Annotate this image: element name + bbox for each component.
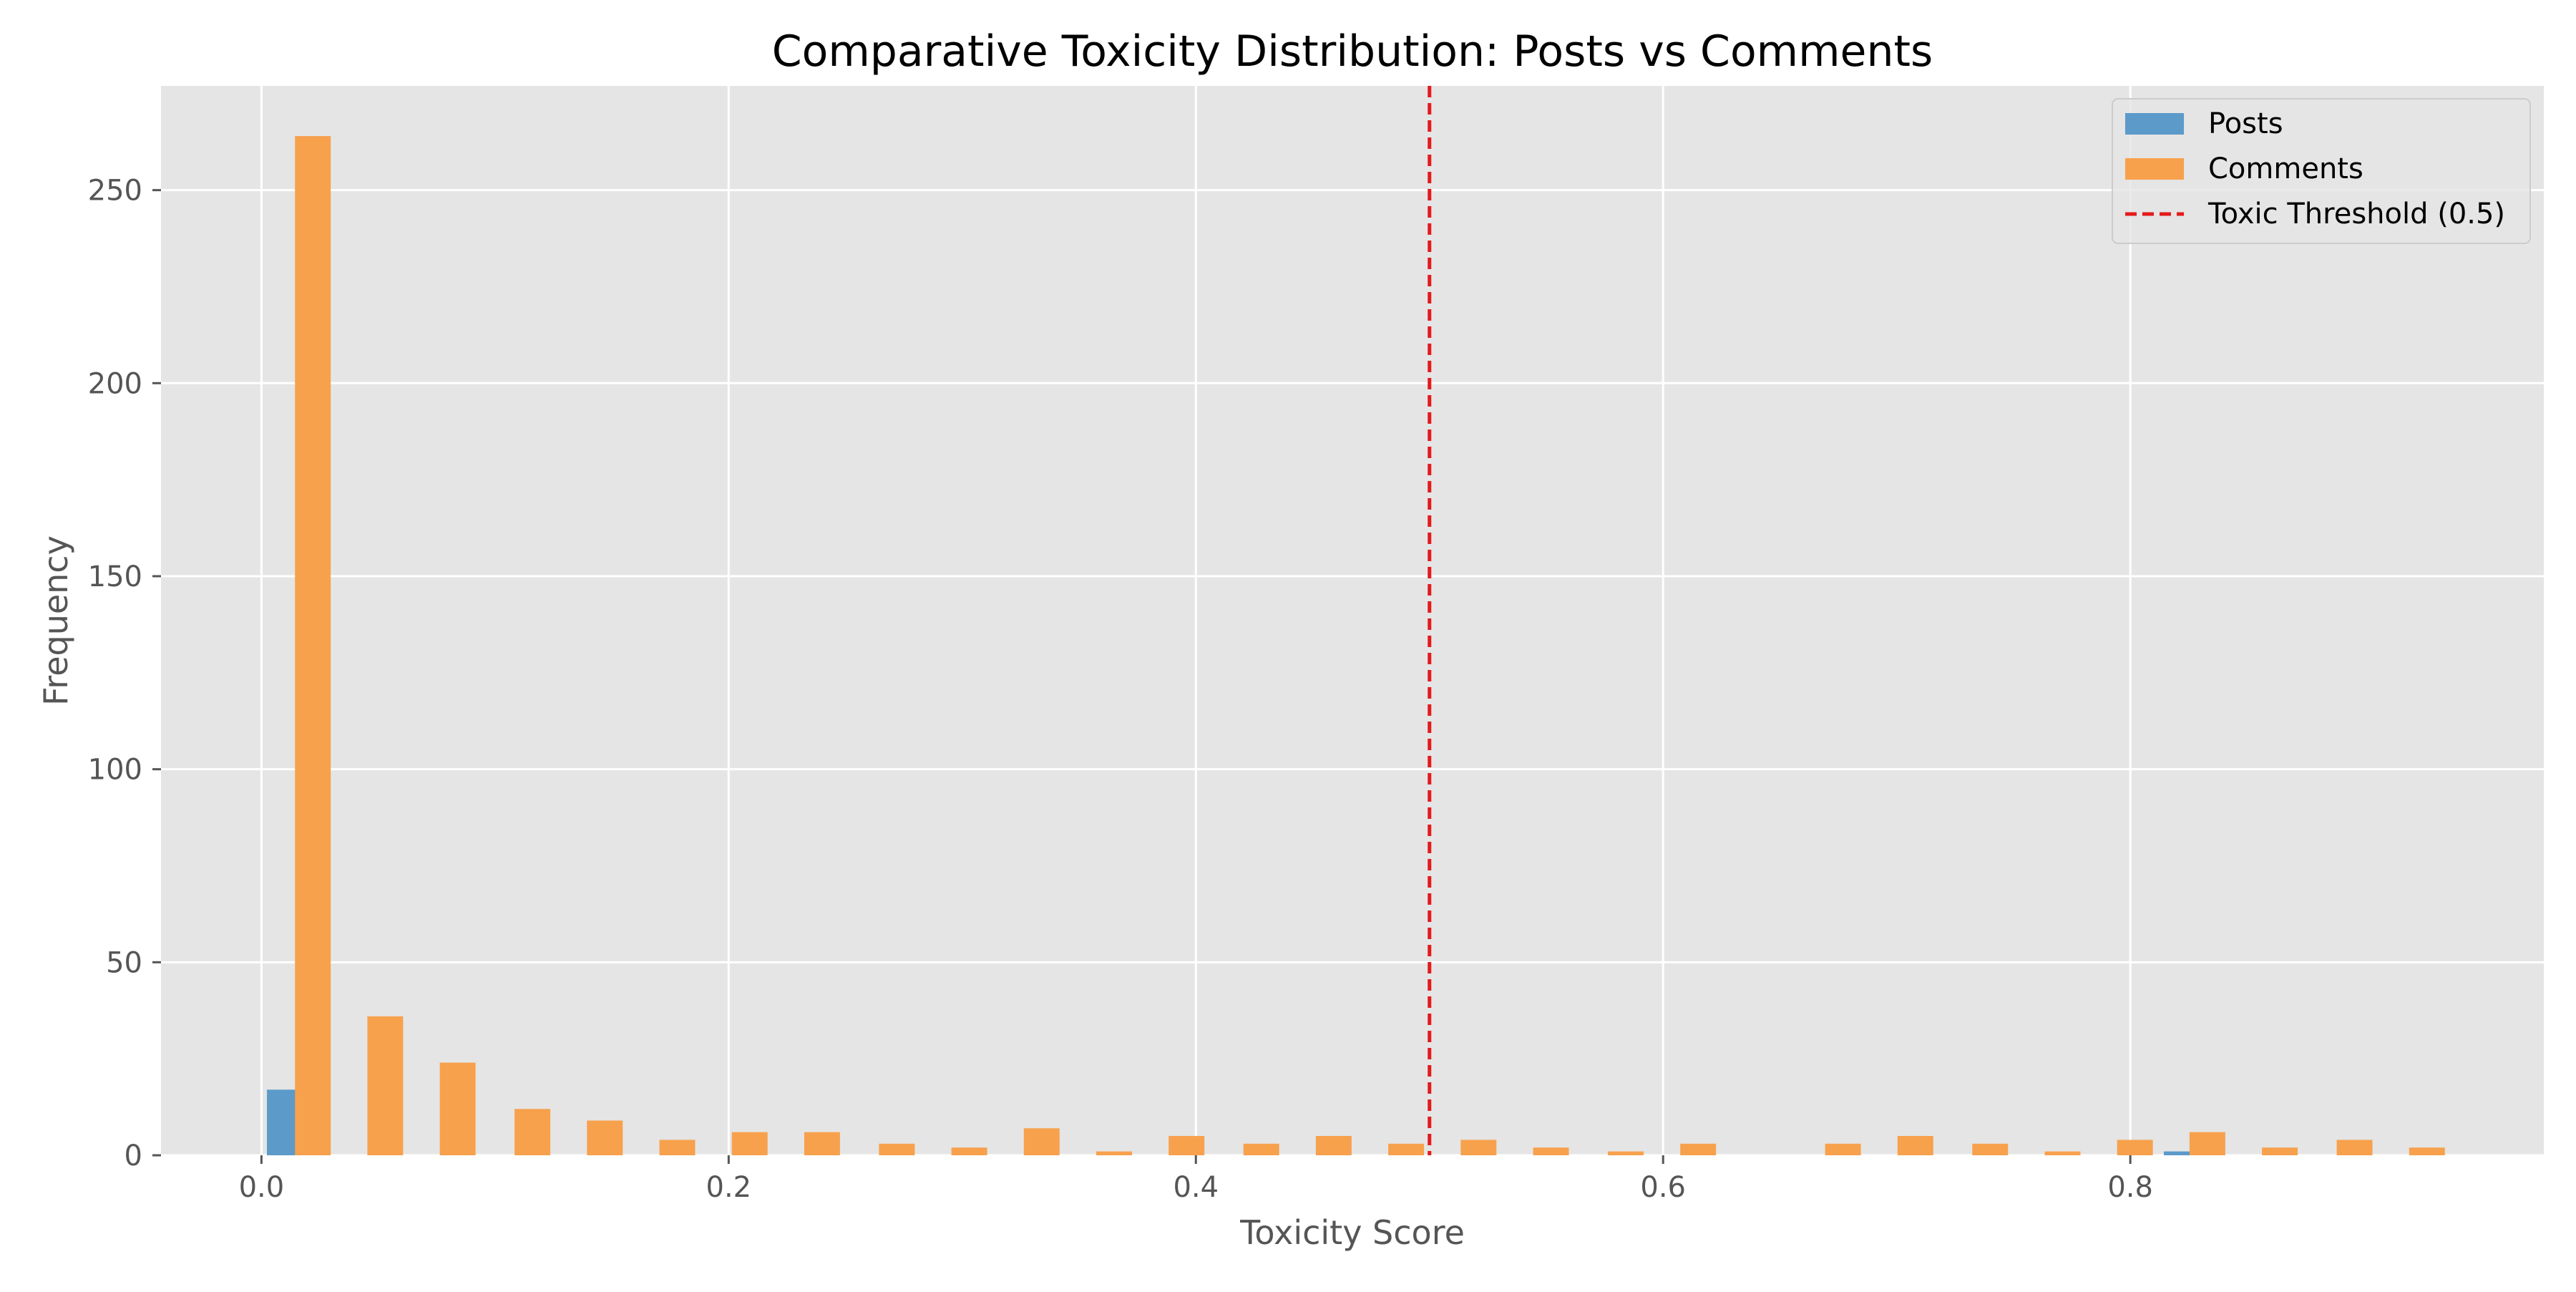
legend-swatch-comments — [2125, 158, 2184, 180]
bar-comments — [1607, 1151, 1644, 1155]
x-tick-label: 0.6 — [1640, 1171, 1686, 1204]
legend-label-posts: Posts — [2208, 107, 2283, 140]
y-tick-label: 250 — [88, 175, 142, 208]
bar-comments — [879, 1143, 915, 1155]
bar-comments — [1825, 1143, 1861, 1155]
chart-title: Comparative Toxicity Distribution: Posts… — [772, 26, 1933, 77]
bar-comments — [1680, 1143, 1717, 1155]
bar-comments — [951, 1147, 987, 1155]
bar-comments — [2189, 1132, 2225, 1155]
bar-posts — [2163, 1151, 2200, 1155]
x-tick-label: 0.0 — [239, 1171, 285, 1204]
bar-comments — [1315, 1136, 1352, 1155]
legend-swatch-posts — [2125, 113, 2184, 135]
bars — [267, 136, 2445, 1156]
legend-box — [2112, 98, 2531, 244]
y-tick-label: 150 — [88, 560, 142, 593]
x-tick-label: 0.2 — [706, 1171, 752, 1204]
x-axis-label: Toxicity Score — [1239, 1213, 1465, 1252]
bar-comments — [1096, 1151, 1132, 1155]
legend-label-comments: Comments — [2208, 152, 2363, 185]
legend-label-threshold: Toxic Threshold (0.5) — [2207, 198, 2505, 230]
legend: Posts Comments Toxic Threshold (0.5) — [2112, 98, 2531, 244]
bar-comments — [2044, 1151, 2081, 1155]
bar-comments — [514, 1109, 551, 1155]
x-tick-label: 0.4 — [1173, 1171, 1219, 1204]
bar-comments — [2117, 1140, 2153, 1155]
bar-comments — [367, 1016, 404, 1155]
y-tick-label: 200 — [88, 367, 142, 400]
bar-comments — [2409, 1147, 2445, 1155]
bar-comments — [587, 1120, 623, 1155]
bar-comments — [804, 1132, 840, 1155]
bar-comments — [659, 1140, 696, 1155]
y-axis-label: Frequency — [36, 535, 75, 706]
bar-comments — [1243, 1143, 1279, 1155]
x-tick-label: 0.8 — [2107, 1171, 2153, 1204]
bar-comments — [1169, 1136, 1205, 1155]
bar-comments — [1023, 1128, 1060, 1155]
y-tick-label: 100 — [88, 754, 142, 787]
y-tick-label: 0 — [125, 1140, 142, 1172]
bar-comments — [1460, 1140, 1497, 1155]
ticks: 0.0 0.2 0.4 0.6 0.8 0 50 100 150 200 250 — [88, 175, 2153, 1204]
bar-comments — [1388, 1143, 1425, 1155]
bar-comments — [1972, 1143, 2009, 1155]
bar-comments — [2262, 1147, 2298, 1155]
bar-comments — [1897, 1136, 1933, 1155]
plot-area — [161, 86, 2544, 1155]
bar-comments — [439, 1062, 476, 1155]
bar-comments — [731, 1132, 768, 1155]
bar-comments — [295, 136, 331, 1156]
bar-comments — [1533, 1147, 1569, 1155]
y-tick-label: 50 — [106, 946, 142, 979]
bar-comments — [2336, 1140, 2373, 1155]
